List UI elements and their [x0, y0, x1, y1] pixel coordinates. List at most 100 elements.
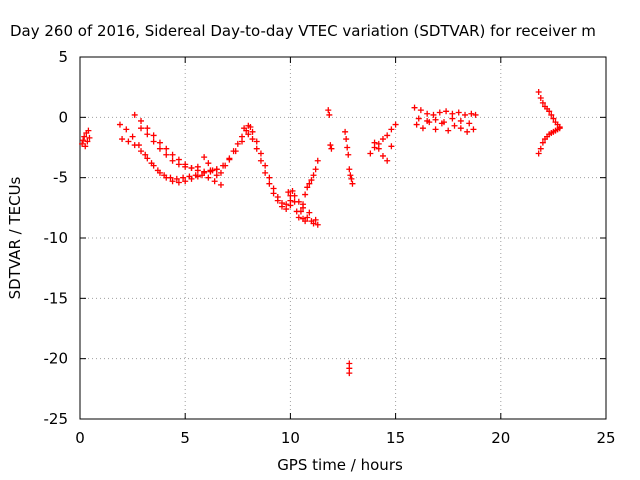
data-point [213, 166, 220, 173]
x-tick-label: 15 [386, 429, 405, 447]
series-arc-2a [116, 121, 224, 188]
data-point [345, 151, 352, 158]
data-point [310, 220, 317, 227]
series-arc-3b [245, 131, 294, 213]
data-point [535, 88, 542, 95]
x-tick-label: 0 [75, 429, 85, 447]
data-point [283, 206, 290, 213]
x-tick-label: 5 [180, 429, 190, 447]
data-point [245, 131, 252, 138]
data-point [144, 125, 151, 132]
data-point [138, 148, 145, 155]
data-point [142, 151, 149, 158]
data-point [150, 162, 157, 169]
grid [80, 57, 606, 419]
axis-ticks: 0 5 10 15 20 25 5 0 -5 -10 -15 -20 -25 [44, 48, 616, 447]
data-point [312, 216, 319, 223]
data-point [300, 201, 307, 208]
series-arc-6 [325, 107, 335, 152]
data-point [125, 138, 132, 145]
data-point [314, 221, 321, 228]
data-point [546, 108, 553, 115]
data-point [257, 150, 264, 157]
data-point [457, 125, 464, 132]
data-point [84, 138, 91, 145]
data-point [217, 181, 224, 188]
series-arc-5 [297, 157, 321, 215]
data-point [430, 111, 437, 118]
data-point [343, 136, 350, 143]
y-tick-label: -20 [44, 350, 69, 368]
data-point [302, 218, 309, 225]
data-point [537, 95, 544, 102]
data-point [388, 143, 395, 150]
data-point [217, 169, 224, 176]
data-point [539, 99, 546, 106]
series-arc-2d [138, 125, 201, 172]
data-point [266, 174, 273, 181]
data-point [548, 111, 555, 118]
data-point [188, 165, 195, 172]
x-axis-label: GPS time / hours [277, 456, 403, 474]
data-point [226, 155, 233, 162]
data-point [470, 126, 477, 133]
data-point [129, 133, 136, 140]
data-point [325, 107, 332, 114]
y-tick-label: -10 [44, 229, 69, 247]
data-point [116, 121, 123, 128]
series-arc-3 [241, 122, 307, 211]
series-arc-8 [346, 360, 353, 377]
y-axis-label: SDTVAR / TECUs [6, 176, 24, 299]
data-point [539, 139, 546, 146]
data-point [131, 111, 138, 118]
data-point [287, 202, 294, 209]
data-point [285, 189, 292, 196]
data-point [131, 142, 138, 149]
series-arc-11b [535, 125, 563, 157]
data-point [173, 175, 180, 182]
data-point [344, 144, 351, 151]
data-point [253, 138, 260, 145]
data-point [163, 145, 170, 152]
data-point [295, 214, 302, 221]
data-point [432, 126, 439, 133]
y-tick-label: 0 [58, 108, 68, 126]
data-point [347, 172, 354, 179]
data-point [445, 127, 452, 134]
series-arc-10c [415, 115, 473, 127]
data-point [245, 122, 252, 129]
data-point [249, 136, 256, 143]
data-point [413, 121, 420, 128]
data-point [211, 178, 218, 185]
data-point [274, 197, 281, 204]
data-point [156, 145, 163, 152]
data-point [411, 104, 418, 111]
y-tick-label: -25 [44, 410, 69, 428]
data-points [79, 88, 563, 377]
data-point [384, 157, 391, 164]
series-arc-2e [201, 123, 254, 179]
data-point [342, 128, 349, 135]
data-point [213, 172, 220, 179]
data-point [308, 177, 315, 184]
data-point [119, 136, 126, 143]
data-point [82, 143, 89, 150]
data-point [449, 115, 456, 122]
data-point [535, 150, 542, 157]
data-point [156, 139, 163, 146]
data-point [138, 117, 145, 124]
x-tick-label: 10 [281, 429, 300, 447]
data-point [327, 142, 334, 149]
data-point [156, 169, 163, 176]
x-tick-label: 20 [491, 429, 510, 447]
data-point [175, 161, 182, 168]
data-point [163, 151, 170, 158]
data-point [262, 169, 269, 176]
series-arc-9 [367, 121, 399, 157]
data-point [306, 209, 313, 216]
data-point [239, 133, 246, 140]
data-point [457, 117, 464, 124]
data-point [367, 150, 374, 157]
data-point [312, 166, 319, 173]
